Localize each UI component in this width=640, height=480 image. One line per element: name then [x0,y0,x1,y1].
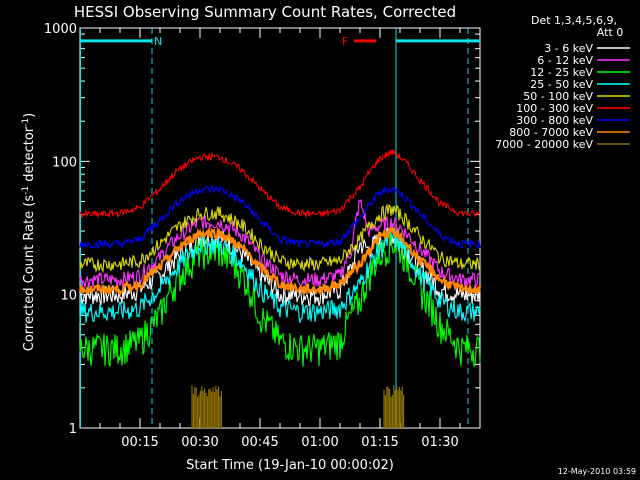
series-line-7 [78,225,482,296]
plot-area: 1 10 100 1000 00:15 00:30 00:45 01:00 01:15 01:30… [44,22,482,450]
y-axis-label-main: Corrected Count Rate (s [22,195,37,352]
y-tick-label: 10 [60,289,77,304]
legend-label: 300 - 800 keV [516,114,593,127]
x-tick-label: 00:45 [241,435,278,450]
legend-label: 25 - 50 keV [530,78,593,91]
y-tick-label: 100 [52,155,77,170]
marker-label-N: N [154,35,162,48]
y-axis-label-end: ) [22,113,37,118]
legend-header-line-2: Att 0 [597,26,623,39]
x-tick-label: 01:30 [421,435,458,450]
legend-label: 800 - 7000 keV [509,126,593,139]
footer-date: 12-May-2010 03:59 [558,467,636,476]
legend-label: 6 - 12 keV [537,54,593,67]
legend-label: 12 - 25 keV [530,66,593,79]
marker-label-F: F [342,35,348,48]
x-axis-label: Start Time (19-Jan-10 00:00:02) [186,458,394,473]
y-tick-label: 1000 [44,22,77,37]
y-axis-label-sup1: -1 [21,186,31,195]
legend-label: 100 - 300 keV [516,102,593,115]
legend-label: 3 - 6 keV [544,42,593,55]
y-axis-label-sup2: -1 [21,118,31,127]
x-tick-label: 00:30 [181,435,218,450]
series-line-4 [79,203,481,274]
x-tick-label: 01:00 [301,435,338,450]
legend-label: 50 - 100 keV [523,90,593,103]
series-line-5 [79,149,481,220]
series-line-1 [79,198,481,288]
legend-header-line-1: Det 1,3,4,5,6,9, [531,14,617,27]
x-tick-label: 00:15 [121,435,158,450]
series-line-3 [79,230,481,323]
y-tick-label: 1 [69,422,77,437]
series-line-2 [79,229,481,368]
y-axis-label-mid: detector [22,126,37,186]
chart-title: HESSI Observing Summary Count Rates, Cor… [74,3,456,21]
y-axis-label: Corrected Count Rate (s-1 detector-1) [21,113,37,351]
legend-label: 7000 - 20000 keV [495,138,593,151]
series-line-6 [79,185,481,250]
x-tick-label: 01:15 [361,435,398,450]
